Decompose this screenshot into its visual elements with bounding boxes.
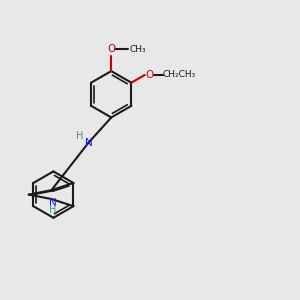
Text: H: H (76, 131, 83, 141)
Text: CH₂CH₃: CH₂CH₃ (162, 70, 196, 80)
Text: N: N (49, 198, 57, 208)
Text: H: H (49, 205, 57, 215)
Text: O: O (107, 44, 116, 54)
Text: O: O (145, 70, 153, 80)
Text: N: N (85, 138, 92, 148)
Text: CH₃: CH₃ (130, 45, 146, 54)
